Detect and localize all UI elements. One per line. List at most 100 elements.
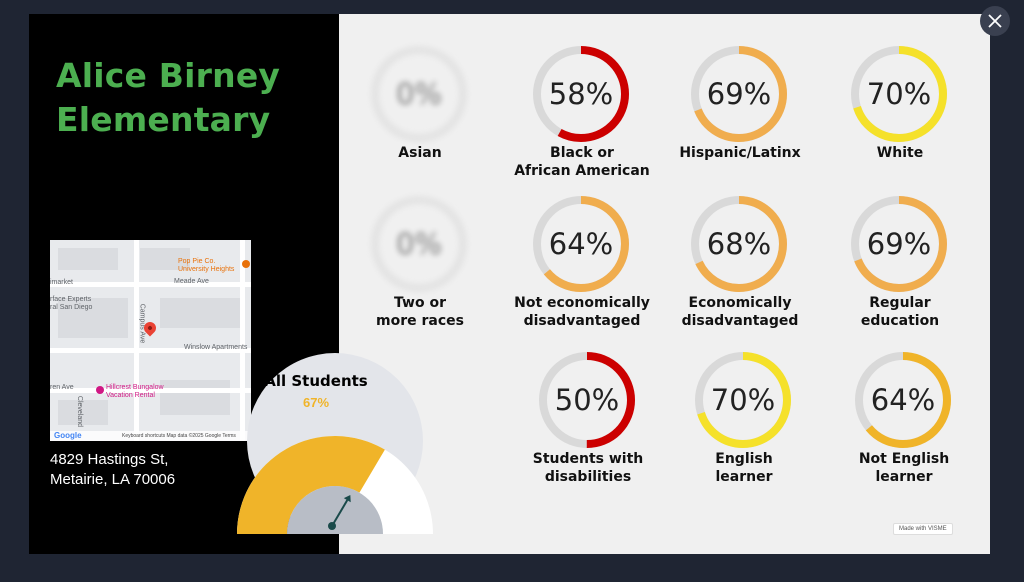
all-students-gauge <box>237 353 433 534</box>
tile-caption: Regular education <box>825 294 975 330</box>
tile-caption: Hispanic/Latinx <box>665 144 815 162</box>
tile-percent: 58% <box>548 77 614 111</box>
gauge-needle-tip <box>343 495 351 503</box>
map-poi-experts: rface Experts <box>50 296 92 303</box>
map-poi-hillcrest: Hillcrest Bungalow <box>106 384 164 391</box>
tile-percent: 69% <box>706 77 772 111</box>
ring-fill <box>855 352 951 448</box>
demographic-tile: 69% Regular education <box>825 194 975 334</box>
tile-caption: White <box>825 144 975 162</box>
map-credits[interactable]: Keyboard shortcuts Map data ©2025 Google… <box>122 433 236 439</box>
restaurant-marker-icon[interactable] <box>242 260 250 268</box>
ring-track <box>371 46 467 142</box>
ring-fill <box>851 46 947 142</box>
tile-caption: Economically disadvantaged <box>665 294 815 330</box>
gauge-needle-base <box>328 522 336 530</box>
ring-fill <box>691 196 787 292</box>
progress-ring <box>855 352 951 448</box>
tile-percent: 70% <box>710 383 776 417</box>
school-title: Alice Birney Elementary <box>56 56 281 139</box>
school-address: 4829 Hastings St, Metairie, LA 70006 <box>50 450 250 490</box>
map-label-winslow: Winslow Apartments <box>184 344 248 351</box>
tile-caption: Black or African American <box>507 144 657 180</box>
demographic-tile: 58% Black or African American <box>507 44 657 184</box>
ring-fill <box>539 352 635 448</box>
tile-caption-line-1: White <box>876 145 924 161</box>
tile-caption: Not economically disadvantaged <box>507 294 657 330</box>
address-line-2: Metairie, LA 70006 <box>50 471 176 488</box>
ring-fill <box>695 352 791 448</box>
tile-caption-line-1: Students with <box>532 451 644 467</box>
demographic-tile: 70% English learner <box>669 350 819 490</box>
progress-ring <box>533 196 629 292</box>
progress-ring <box>695 352 791 448</box>
tile-caption-line-1: Asian <box>398 145 442 161</box>
map-label-cleveland: Cleveland <box>76 395 84 428</box>
progress-ring <box>371 46 467 142</box>
map-poi-sandiego: ral San Diego <box>50 304 93 311</box>
school-map[interactable]: Meade Ave Winslow Apartments Campus Ave … <box>50 240 251 441</box>
tile-caption-line-1: English <box>715 451 773 467</box>
ring-fill <box>851 196 947 292</box>
tile-caption-line-2: education <box>860 313 940 329</box>
address-line-1: 4829 Hastings St, <box>50 451 169 468</box>
tile-caption: Asian <box>345 144 495 162</box>
map-label-ren: ren Ave <box>50 384 74 391</box>
ring-fill <box>691 46 787 142</box>
tile-caption-line-1: Not economically <box>514 295 650 311</box>
tile-caption: English learner <box>669 450 819 486</box>
google-logo: Google <box>54 431 82 440</box>
gauge-title: All Students <box>264 372 368 390</box>
tile-caption-line-1: Black or <box>550 145 614 161</box>
tile-caption-line-1: Economically <box>688 295 792 311</box>
progress-ring <box>371 196 467 292</box>
map-poi-vacation: Vacation Rental <box>106 392 155 399</box>
tile-percent: 68% <box>706 227 772 261</box>
gauge-hub <box>287 486 383 534</box>
map-poi-poppie: Pop Pie Co. <box>178 258 216 265</box>
gauge-value: 67% <box>302 395 330 410</box>
ring-fill <box>533 196 629 292</box>
tile-percent: 0% <box>395 227 442 261</box>
progress-ring <box>691 196 787 292</box>
gauge-needle <box>331 499 349 527</box>
tile-percent: 69% <box>866 227 932 261</box>
tile-caption: Two or more races <box>345 294 495 330</box>
close-button[interactable] <box>980 6 1010 36</box>
tile-percent: 64% <box>870 383 936 417</box>
progress-ring <box>851 196 947 292</box>
demographic-tile: 64% Not economically disadvantaged <box>507 194 657 334</box>
tile-caption-line-2: disabilities <box>544 469 632 485</box>
ring-fill <box>533 46 629 142</box>
tile-percent: 50% <box>554 383 620 417</box>
tile-percent: 70% <box>866 77 932 111</box>
close-icon <box>988 14 1002 28</box>
demographic-tile: 69% Hispanic/Latinx <box>665 44 815 184</box>
tile-percent: 0% <box>395 77 442 111</box>
tile-caption-line-2: disadvantaged <box>681 313 799 329</box>
lodging-marker-icon[interactable] <box>96 386 104 394</box>
map-label-market: imarket <box>50 279 73 286</box>
tile-caption-line-1: Two or <box>394 295 446 311</box>
tile-caption: Students with disabilities <box>513 450 663 486</box>
tile-caption: Not English learner <box>829 450 979 486</box>
school-card: Alice Birney Elementary Meade Ave Winslo… <box>29 14 990 554</box>
demographic-tile: 50% Students with disabilities <box>513 350 663 490</box>
tile-caption-line-1: Not English <box>858 451 950 467</box>
tile-caption-line-2: learner <box>715 469 773 485</box>
tile-caption-line-2: learner <box>875 469 933 485</box>
map-poi-university: University Heights <box>178 266 235 273</box>
tile-caption-line-2: African American <box>514 163 650 179</box>
demographic-tile: 0% Two or more races <box>345 194 495 334</box>
demographic-tile: 70% White <box>825 44 975 184</box>
map-label-meade: Meade Ave <box>174 278 209 285</box>
progress-ring <box>851 46 947 142</box>
progress-ring <box>691 46 787 142</box>
demographic-tile: 64% Not English learner <box>829 350 979 490</box>
tile-caption-line-1: Hispanic/Latinx <box>679 145 801 161</box>
progress-ring <box>533 46 629 142</box>
visme-watermark[interactable]: Made with VISME <box>893 523 953 535</box>
tile-percent: 64% <box>548 227 614 261</box>
tile-caption-line-2: more races <box>376 313 464 329</box>
gauge-fill <box>237 436 385 534</box>
